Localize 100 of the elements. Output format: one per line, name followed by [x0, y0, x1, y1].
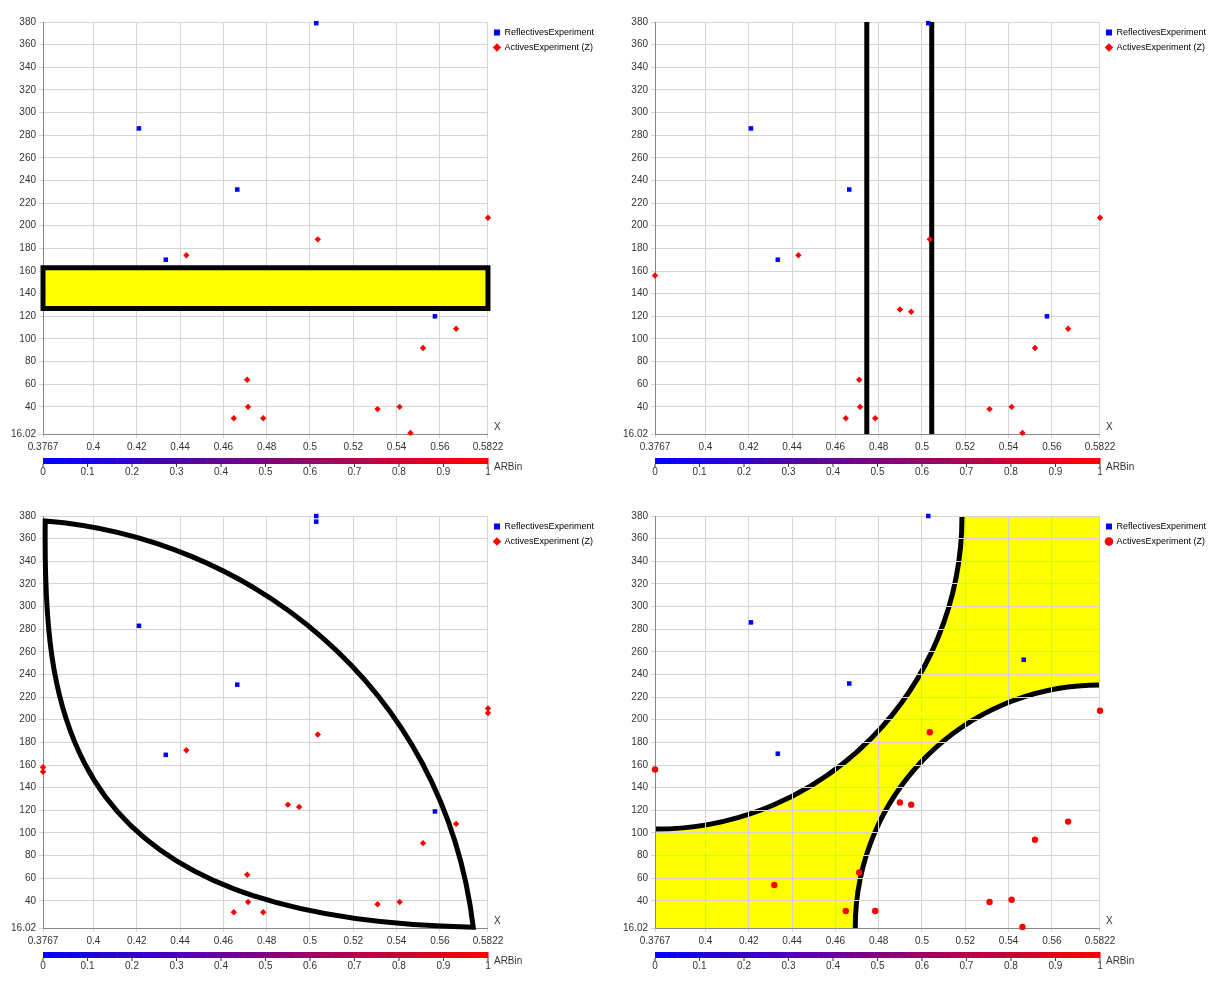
- x-tick-label: 0.5: [303, 440, 318, 452]
- color-bar-label: 0: [652, 465, 659, 477]
- color-bar-label: 0: [40, 959, 47, 971]
- y-tick-label: 180: [19, 242, 37, 254]
- y-tick-label: 180: [631, 242, 649, 254]
- x-tick-label: 0.3767: [639, 934, 671, 946]
- y-tick-label: 80: [636, 355, 649, 367]
- x-tick-label: 0.52: [343, 440, 364, 452]
- legend-label: ActivesExperiment (Z): [1116, 41, 1205, 52]
- x-tick-label: 0.48: [868, 440, 889, 452]
- y-tick-label: 80: [24, 849, 37, 861]
- y-tick-label: 40: [636, 894, 649, 906]
- x-tick-label: 0.44: [782, 440, 803, 452]
- y-tick-label: 16.02: [10, 921, 37, 933]
- color-bar-label: 1: [485, 959, 492, 971]
- y-tick-label: 100: [19, 332, 37, 344]
- y-tick-label: 120: [19, 804, 37, 816]
- x-tick-label: 0.56: [430, 440, 451, 452]
- color-bar-label: 0.8: [1004, 465, 1019, 477]
- x-tick-label: 0.3767: [639, 440, 671, 452]
- x-axis-title: X: [1105, 420, 1113, 432]
- y-tick-label: 200: [631, 713, 649, 725]
- color-bar-label: 0.5: [870, 465, 885, 477]
- y-tick-label: 120: [631, 804, 649, 816]
- color-bar-label: 0.6: [303, 959, 318, 971]
- color-bar-label: 0.1: [80, 465, 95, 477]
- y-tick-label: 60: [636, 871, 649, 883]
- x-tick-label: 0.4: [86, 440, 101, 452]
- y-tick-label: 220: [631, 196, 649, 208]
- y-tick-label: 340: [631, 555, 649, 567]
- y-tick-label: 16.02: [622, 921, 649, 933]
- y-tick-label: 280: [19, 128, 37, 140]
- y-tick-label: 180: [19, 736, 37, 748]
- color-bar-title: ARBin: [493, 954, 523, 966]
- y-tick-label: 60: [636, 377, 649, 389]
- color-bar-label: 0.6: [915, 959, 930, 971]
- x-tick-label: 0.48: [256, 440, 277, 452]
- y-tick-label: 380: [19, 15, 37, 27]
- y-tick-label: 260: [19, 151, 37, 163]
- x-tick-label: 0.5822: [472, 440, 504, 452]
- x-axis-title: X: [493, 914, 501, 926]
- color-bar-label: 0.2: [737, 959, 752, 971]
- legend-label: ReflectivesExperiment: [1116, 520, 1207, 531]
- y-tick-label: 280: [631, 622, 649, 634]
- x-tick-label: 0.56: [1042, 440, 1063, 452]
- color-bar-label: 0.9: [436, 959, 451, 971]
- color-bar-label: 0.8: [392, 959, 407, 971]
- y-tick-label: 260: [631, 151, 649, 163]
- color-bar-label: 0.1: [692, 959, 707, 971]
- y-tick-label: 40: [24, 894, 37, 906]
- x-tick-label: 0.54: [998, 440, 1019, 452]
- y-tick-label: 200: [19, 713, 37, 725]
- color-bar-label: 0.6: [915, 465, 930, 477]
- color-bar-label: 0.1: [80, 959, 95, 971]
- y-tick-label: 360: [19, 532, 37, 544]
- color-bar-label: 0.3: [169, 465, 184, 477]
- color-bar-label: 0.7: [347, 465, 362, 477]
- x-tick-label: 0.5: [303, 934, 318, 946]
- y-tick-label: 240: [19, 668, 37, 680]
- y-tick-label: 200: [19, 219, 37, 231]
- y-tick-label: 220: [631, 690, 649, 702]
- x-tick-label: 0.56: [430, 934, 451, 946]
- y-tick-label: 100: [631, 826, 649, 838]
- y-tick-label: 360: [631, 38, 649, 50]
- x-tick-label: 0.42: [739, 934, 759, 946]
- legend-label: ReflectivesExperiment: [504, 520, 595, 531]
- y-tick-label: 120: [19, 310, 37, 322]
- y-tick-label: 100: [19, 826, 37, 838]
- y-tick-label: 300: [631, 600, 649, 612]
- x-tick-label: 0.52: [343, 934, 364, 946]
- x-tick-label: 0.54: [386, 934, 407, 946]
- color-bar-label: 0.5: [870, 959, 885, 971]
- color-bar-label: 0.4: [214, 959, 229, 971]
- x-tick-label: 0.52: [955, 440, 976, 452]
- y-tick-label: 240: [631, 174, 649, 186]
- color-bar-label: 1: [485, 465, 492, 477]
- x-tick-label: 0.4: [86, 934, 101, 946]
- color-bar-label: 0.9: [1048, 959, 1063, 971]
- y-tick-label: 220: [19, 196, 37, 208]
- x-tick-label: 0.46: [825, 440, 846, 452]
- y-tick-label: 120: [631, 310, 649, 322]
- color-bar-label: 0.1: [692, 465, 707, 477]
- color-bar-label: 0.3: [169, 959, 184, 971]
- x-tick-label: 0.44: [170, 440, 191, 452]
- legend-label: ActivesExperiment (Z): [1116, 535, 1205, 546]
- y-tick-label: 380: [631, 509, 649, 521]
- y-tick-label: 380: [631, 15, 649, 27]
- color-bar-label: 0.7: [959, 959, 974, 971]
- color-bar-label: 0.4: [826, 959, 841, 971]
- x-tick-label: 0.44: [782, 934, 803, 946]
- y-tick-label: 360: [19, 38, 37, 50]
- y-tick-label: 80: [636, 849, 649, 861]
- x-axis-title: X: [1105, 914, 1113, 926]
- color-bar-label: 1: [1097, 959, 1104, 971]
- y-tick-label: 180: [631, 736, 649, 748]
- x-tick-label: 0.5822: [472, 934, 504, 946]
- color-bar-label: 0: [652, 959, 659, 971]
- y-tick-label: 240: [19, 174, 37, 186]
- y-tick-label: 280: [19, 622, 37, 634]
- color-bar-label: 1: [1097, 465, 1104, 477]
